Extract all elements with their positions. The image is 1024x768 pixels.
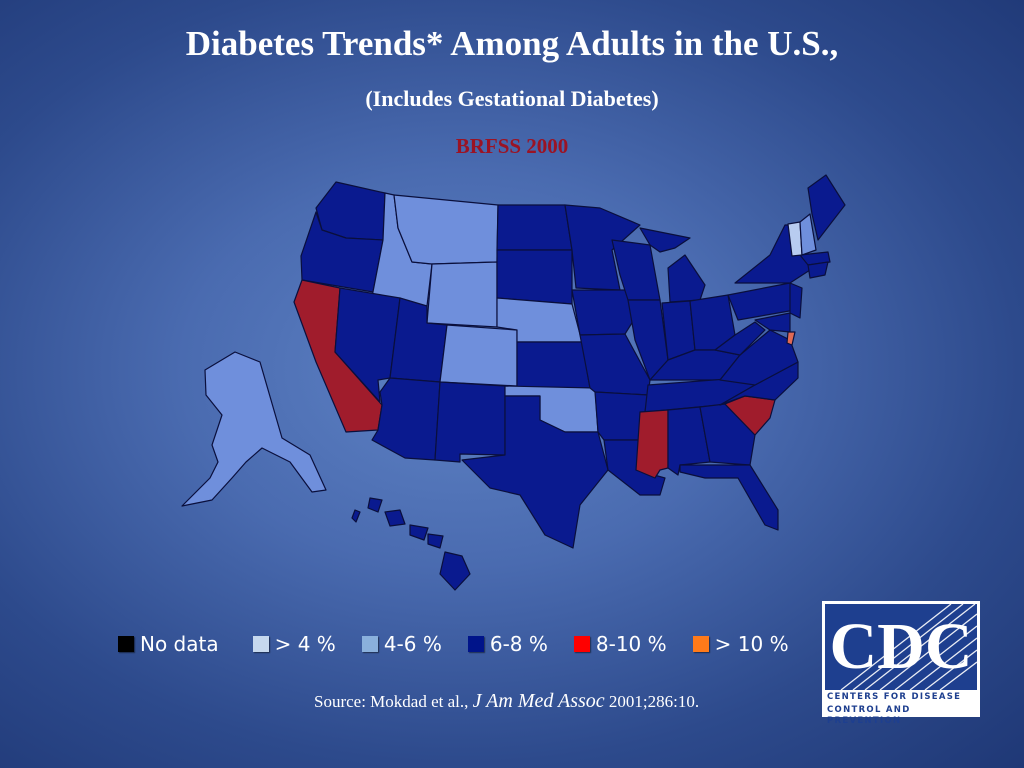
state-hawaii [351,497,471,591]
cdc-logo-line2: CONTROL AND PREVENTION [827,705,911,726]
cdc-logo-stripes-icon [840,604,977,690]
legend-swatch [252,636,269,652]
source-prefix: Source: Mokdad et al., [314,692,469,711]
state-minnesota [564,204,641,291]
slide-subtitle: (Includes Gestational Diabetes) [365,86,659,111]
map-legend: No data > 4 % 4-6 % 6-8 % 8-10 % > 10 % [118,632,815,656]
legend-label: > 4 % [274,632,336,656]
legend-swatch [573,636,590,652]
state-indiana [661,300,696,361]
legend-swatch [361,636,378,652]
state-maine [807,174,846,241]
legend-item-4-6: 4-6 % [361,632,442,656]
state-kansas [516,341,591,389]
cdc-logo-box: CDC [825,604,977,690]
legend-item-no-data: No data [118,632,219,656]
state-wyoming [426,261,498,328]
state-new-hampshire [799,213,817,256]
legend-item-6-8: 6-8 % [467,632,548,656]
state-iowa [571,289,636,336]
legend-label: 4-6 % [383,632,442,656]
state-colorado [439,324,518,387]
legend-label: 8-10 % [595,632,667,656]
cdc-logo: CDC CENTERS FOR DISEASE CONTROL AND PREV… [822,601,980,726]
cdc-logo-acronym: CDC [829,610,973,683]
legend-item-below-4: > 4 % [252,632,336,656]
state-new-mexico [434,381,506,463]
state-montana [393,194,499,265]
state-delaware [786,331,796,346]
legend-swatch [118,636,134,652]
source-suffix: 2001;286:10. [608,692,700,711]
state-new-jersey [789,282,803,319]
survey-year-label: BRFSS 2000 [455,134,569,158]
state-north-dakota [496,204,573,251]
legend-swatch [692,636,709,652]
source-journal: J Am Med Assoc [472,690,605,712]
legend-item-above-10: > 10 % [692,632,789,656]
state-massachusetts [799,251,831,266]
source-citation: Source: Mokdad et al., J Am Med Assoc 20… [314,690,699,713]
state-texas [461,395,609,549]
state-alaska [181,351,327,507]
legend-label: No data [140,632,219,656]
state-florida [679,464,779,531]
legend-label: 6-8 % [489,632,548,656]
state-mississippi [635,409,669,479]
state-south-dakota [496,249,573,305]
state-michigan [639,227,706,303]
legend-label: > 10 % [714,632,789,656]
state-arizona [371,377,441,461]
state-west-virginia [714,321,766,356]
state-connecticut [807,261,829,279]
legend-swatch [467,636,484,652]
cdc-logo-line1: CENTERS FOR DISEASE [827,692,962,702]
legend-item-8-10: 8-10 % [573,632,667,656]
slide-title: Diabetes Trends* Among Adults in the U.S… [185,24,839,63]
